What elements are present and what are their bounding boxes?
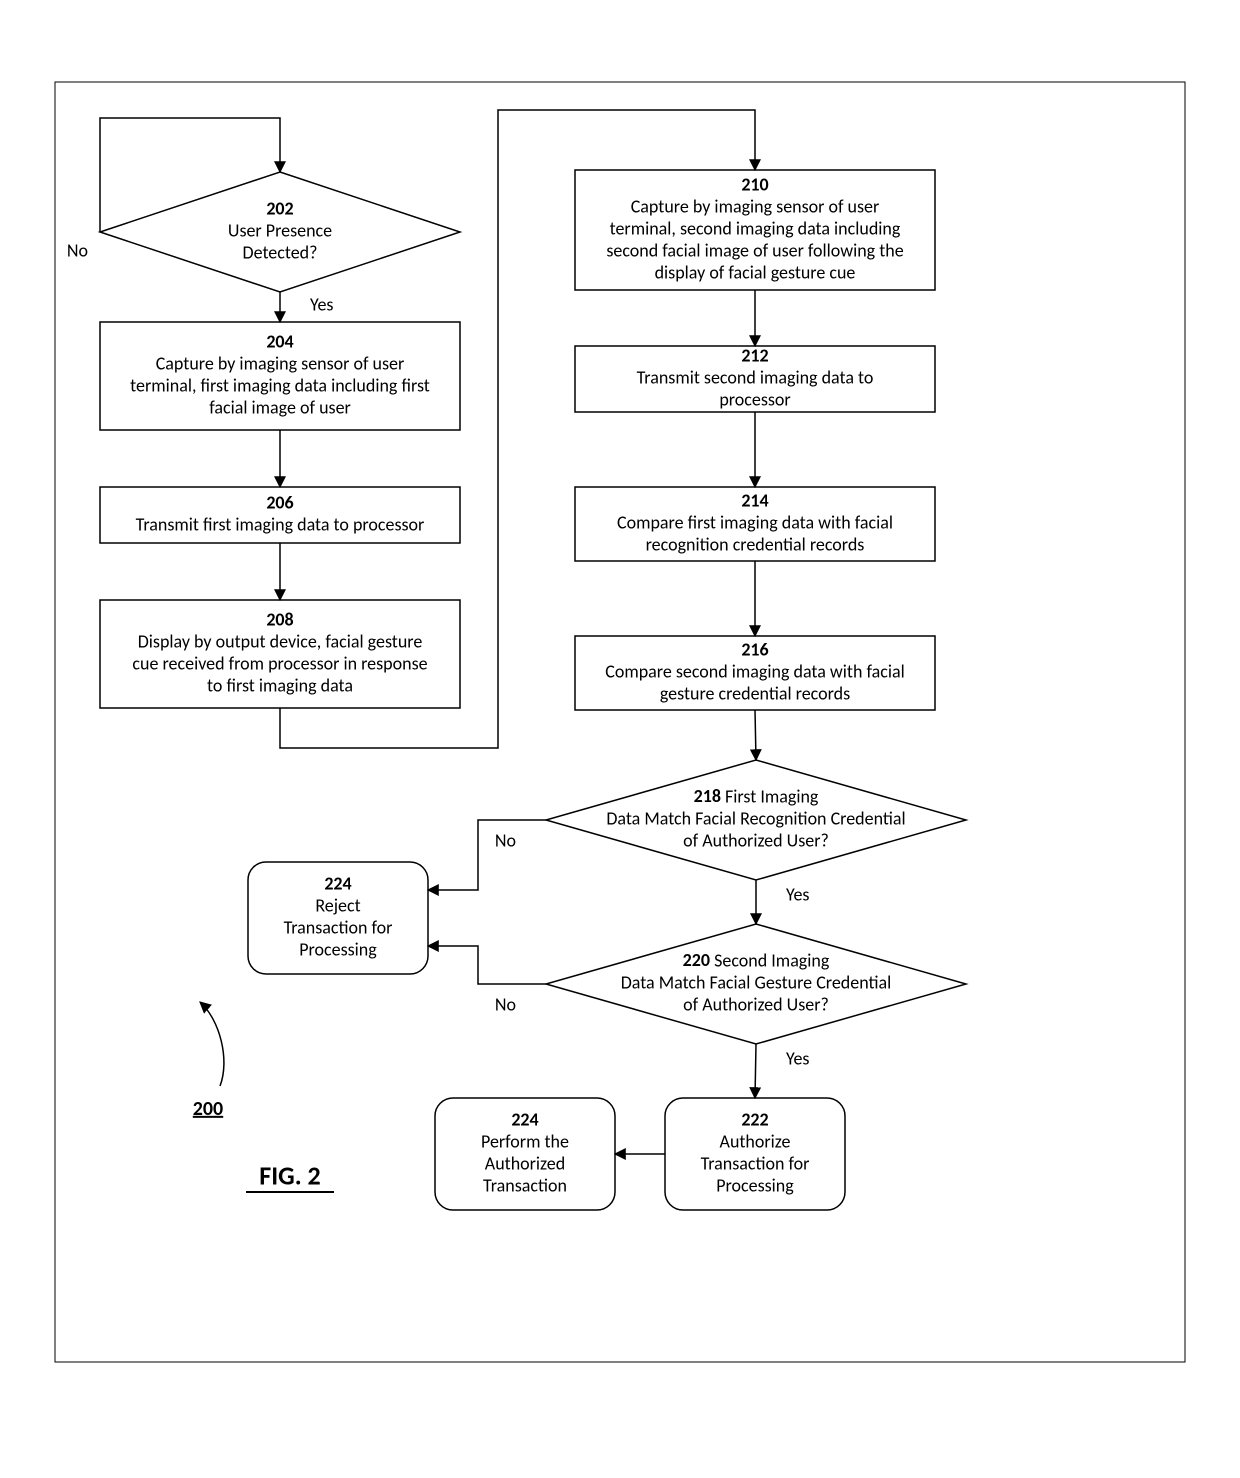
svg-text:second facial image of user fo: second facial image of user following th… xyxy=(606,239,903,261)
svg-text:Authorized: Authorized xyxy=(485,1152,565,1174)
svg-text:204: 204 xyxy=(266,330,293,352)
svg-text:Compare first imaging data wit: Compare first imaging data with facial xyxy=(617,511,893,533)
svg-text:No: No xyxy=(495,993,516,1015)
svg-text:Yes: Yes xyxy=(310,293,333,315)
svg-text:cue received from processor in: cue received from processor in response xyxy=(132,652,427,674)
svg-text:recognition credential records: recognition credential records xyxy=(646,533,865,555)
svg-text:224: 224 xyxy=(324,872,351,894)
svg-text:of Authorized User?: of Authorized User? xyxy=(683,993,829,1015)
svg-text:processor: processor xyxy=(719,388,790,410)
svg-text:of Authorized User?: of Authorized User? xyxy=(683,829,829,851)
svg-text:FIG. 2: FIG. 2 xyxy=(259,1159,320,1191)
svg-text:Capture by imaging sensor of u: Capture by imaging sensor of user xyxy=(631,195,880,217)
svg-text:208: 208 xyxy=(266,608,293,630)
svg-text:Compare second imaging data wi: Compare second imaging data with facial xyxy=(605,660,905,682)
svg-text:214: 214 xyxy=(741,489,768,511)
svg-text:gesture credential records: gesture credential records xyxy=(660,682,850,704)
svg-text:210: 210 xyxy=(741,173,768,195)
svg-text:terminal, second imaging data: terminal, second imaging data including xyxy=(610,217,901,239)
svg-text:Transaction for: Transaction for xyxy=(284,916,393,938)
svg-text:terminal, first imaging data i: terminal, first imaging data including f… xyxy=(130,374,430,396)
svg-text:Processing: Processing xyxy=(299,938,377,960)
svg-text:222: 222 xyxy=(741,1108,768,1130)
svg-text:218 First Imaging: 218 First Imaging xyxy=(694,785,819,807)
svg-text:220 Second Imaging: 220 Second Imaging xyxy=(683,949,830,971)
svg-text:User Presence: User Presence xyxy=(228,219,332,241)
svg-text:Reject: Reject xyxy=(315,894,360,916)
svg-text:Detected?: Detected? xyxy=(243,241,318,263)
svg-text:Display by output device, faci: Display by output device, facial gesture xyxy=(138,630,423,652)
svg-text:Data Match Facial Recognition: Data Match Facial Recognition Credential xyxy=(606,807,905,829)
svg-text:display of facial gesture cue: display of facial gesture cue xyxy=(655,261,856,283)
svg-text:200: 200 xyxy=(193,1097,223,1121)
svg-text:Authorize: Authorize xyxy=(720,1130,791,1152)
svg-text:224: 224 xyxy=(511,1108,538,1130)
svg-text:202: 202 xyxy=(266,197,293,219)
svg-text:No: No xyxy=(495,829,516,851)
svg-text:212: 212 xyxy=(741,344,768,366)
svg-text:206: 206 xyxy=(266,491,293,513)
svg-text:Transmit second imaging data t: Transmit second imaging data to xyxy=(637,366,874,388)
svg-text:Transmit first imaging data to: Transmit first imaging data to processor xyxy=(136,513,425,535)
svg-text:Yes: Yes xyxy=(786,883,809,905)
svg-text:Data Match Facial Gesture Cred: Data Match Facial Gesture Credential xyxy=(621,971,892,993)
svg-text:Capture by imaging sensor of u: Capture by imaging sensor of user xyxy=(156,352,405,374)
svg-text:Transaction: Transaction xyxy=(483,1174,567,1196)
svg-text:Processing: Processing xyxy=(716,1174,794,1196)
svg-text:Perform the: Perform the xyxy=(481,1130,569,1152)
svg-text:No: No xyxy=(67,239,88,261)
svg-text:to first imaging data: to first imaging data xyxy=(207,674,353,696)
svg-text:Yes: Yes xyxy=(786,1047,809,1069)
svg-text:Transaction for: Transaction for xyxy=(701,1152,810,1174)
svg-text:facial image of user: facial image of user xyxy=(209,396,351,418)
svg-text:216: 216 xyxy=(741,638,768,660)
